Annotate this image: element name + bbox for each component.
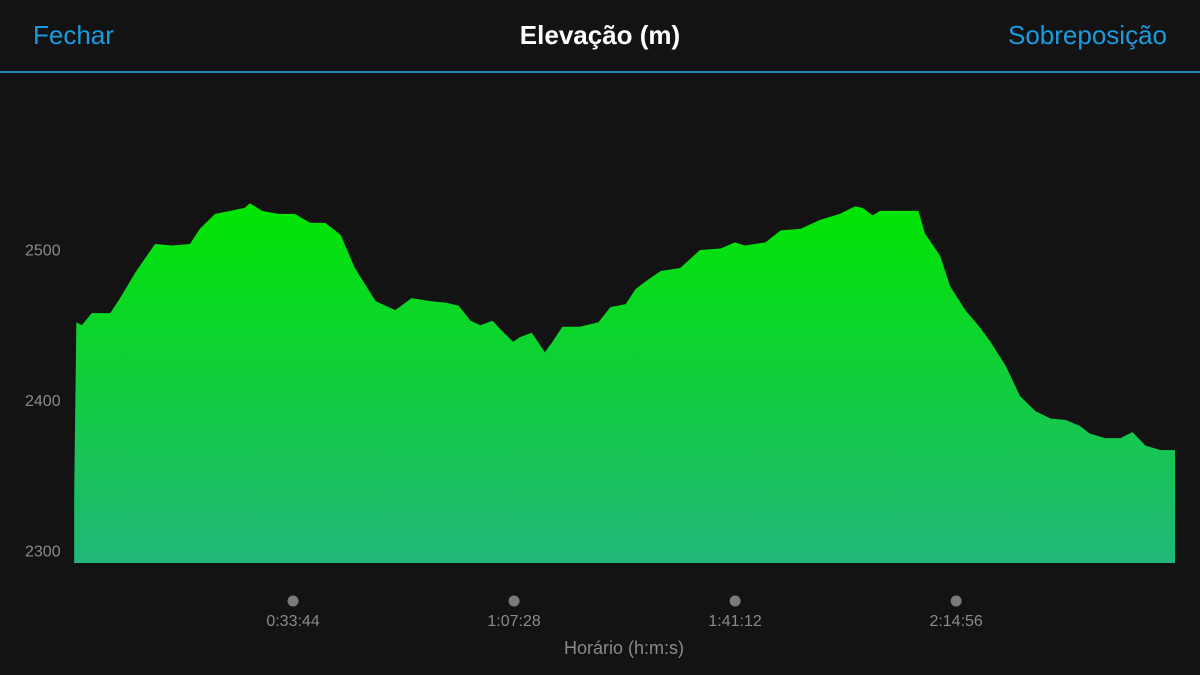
x-tick-dot — [729, 595, 741, 607]
y-tick-label: 2300 — [25, 544, 61, 561]
x-tick-label: 1:41:12 — [708, 613, 761, 630]
x-tick-label: 0:33:44 — [266, 613, 319, 630]
overlay-button[interactable]: Sobreposição — [1008, 20, 1167, 50]
x-tick-dot — [950, 595, 962, 607]
x-axis-label: Horário (h:m:s) — [564, 638, 684, 658]
elevation-area — [74, 203, 1175, 563]
y-tick-label: 2400 — [25, 393, 61, 410]
y-tick-label: 2500 — [25, 243, 61, 260]
x-tick-label: 2:14:56 — [929, 613, 982, 630]
close-button[interactable]: Fechar — [33, 20, 114, 50]
x-tick-dot — [287, 595, 299, 607]
x-tick-dot — [508, 595, 520, 607]
x-tick-label: 1:07:28 — [487, 613, 540, 630]
chart-title: Elevação (m) — [520, 20, 680, 50]
